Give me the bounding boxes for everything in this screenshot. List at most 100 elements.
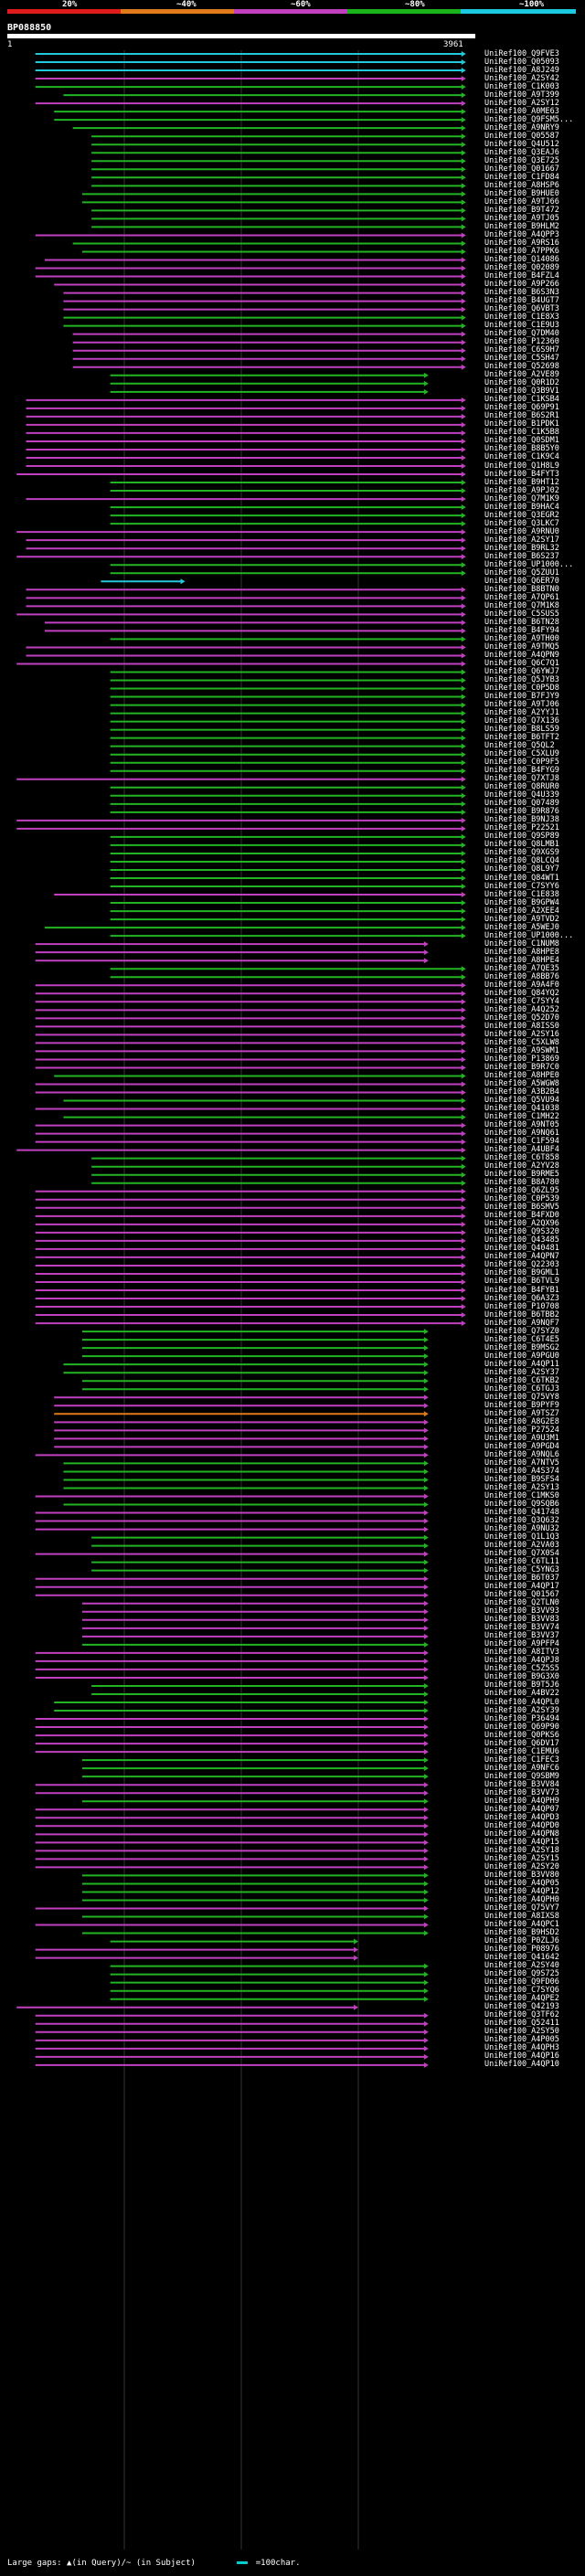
hit-label[interactable]: UniRef100_Q0SDM1 [484,436,559,446]
hit-label[interactable]: UniRef100_A9TJ66 [484,196,559,207]
hit-label[interactable]: UniRef100_C5YNG3 [484,1565,559,1575]
hit-label[interactable]: UniRef100_B9MSG2 [484,1342,559,1352]
hit-label[interactable]: UniRef100_A8IXS8 [484,1912,559,1922]
hit-label[interactable]: UniRef100_A9NFC6 [484,1763,559,1773]
hit-label[interactable]: UniRef100_A2SY20 [484,1861,559,1871]
hit-label[interactable]: UniRef100_A9RNU0 [484,526,559,536]
hit-label[interactable]: UniRef100_A9TMQ5 [484,641,559,652]
hit-label[interactable]: UniRef100_P10708 [484,1301,559,1311]
hit-label[interactable]: UniRef100_Q9FD06 [484,1977,559,1988]
hit-label[interactable]: UniRef100_C1K9C4 [484,452,559,462]
hit-label[interactable]: UniRef100_B9GML1 [484,1268,559,1278]
hit-label[interactable]: UniRef100_C1K5B8 [484,428,559,438]
hit-label[interactable]: UniRef100_Q75VY8 [484,1392,559,1402]
hit-label[interactable]: UniRef100_B9SFS4 [484,1474,559,1484]
hit-label[interactable]: UniRef100_A4QPH3 [484,2043,559,2053]
hit-label[interactable]: UniRef100_A4P005 [484,2035,559,2045]
hit-label[interactable]: UniRef100_C1EMU6 [484,1746,559,1756]
hit-label[interactable]: UniRef100_A2VE89 [484,370,559,380]
hit-label[interactable]: UniRef100_Q6C7Q1 [484,658,559,668]
hit-label[interactable]: UniRef100_A9TJ06 [484,700,559,710]
hit-label[interactable]: UniRef100_B8LS59 [484,725,559,735]
hit-label[interactable]: UniRef100_A8HPE8 [484,947,559,957]
hit-label[interactable]: UniRef100_A2SY40 [484,1961,559,1971]
hit-label[interactable]: UniRef100_B9R876 [484,807,559,817]
hit-label[interactable]: UniRef100_Q3B9V1 [484,387,559,397]
hit-label[interactable]: UniRef100_Q6A3Z3 [484,1293,559,1303]
hit-label[interactable]: UniRef100_P13869 [484,1054,559,1064]
hit-label[interactable]: UniRef100_UP1000... [484,559,574,569]
hit-label[interactable]: UniRef100_B3VV83 [484,1615,559,1625]
hit-label[interactable]: UniRef100_A4QP17 [484,1582,559,1592]
hit-label[interactable]: UniRef100_B6S2R1 [484,411,559,421]
hit-label[interactable]: UniRef100_Q40481 [484,1244,559,1254]
hit-label[interactable]: UniRef100_C6T4E5 [484,1334,559,1344]
hit-label[interactable]: UniRef100_A4QPN9 [484,650,559,660]
hit-label[interactable]: UniRef100_B9PYF9 [484,1400,559,1410]
hit-label[interactable]: UniRef100_A4QP07 [484,1804,559,1814]
hit-label[interactable]: UniRef100_A4QP12 [484,1886,559,1896]
hit-label[interactable]: UniRef100_A9PGU0 [484,1351,559,1361]
hit-label[interactable]: UniRef100_B3VV37 [484,1631,559,1641]
hit-label[interactable]: UniRef100_Q4U512 [484,139,559,149]
hit-label[interactable]: UniRef100_Q5VU94 [484,1096,559,1106]
hit-label[interactable]: UniRef100_A4QP10 [484,2060,559,2070]
hit-label[interactable]: UniRef100_C5XLW8 [484,1037,559,1047]
hit-label[interactable]: UniRef100_Q7XTJ8 [484,774,559,784]
hit-label[interactable]: UniRef100_A9PGD4 [484,1441,559,1451]
hit-label[interactable]: UniRef100_A9P266 [484,280,559,290]
hit-label[interactable]: UniRef100_B9HSD2 [484,1928,559,1938]
hit-label[interactable]: UniRef100_A3B2B4 [484,1087,559,1097]
hit-label[interactable]: UniRef100_Q9FSM5... [484,114,574,124]
hit-label[interactable]: UniRef100_C5SH47 [484,354,559,364]
hit-label[interactable]: UniRef100_A4QPC1 [484,1920,559,1930]
hit-label[interactable]: UniRef100_A9PJ02 [484,485,559,495]
hit-label[interactable]: UniRef100_A9NT05 [484,1120,559,1130]
hit-label[interactable]: UniRef100_B4FYT3 [484,469,559,479]
hit-label[interactable]: UniRef100_A2YYJ1 [484,708,559,718]
hit-label[interactable]: UniRef100_C1FD84 [484,172,559,182]
hit-label[interactable]: UniRef100_A7PPK6 [484,246,559,256]
hit-label[interactable]: UniRef100_A2SY37 [484,1367,559,1377]
hit-label[interactable]: UniRef100_A4QP11 [484,1359,559,1369]
hit-label[interactable]: UniRef100_A2SY15 [484,1853,559,1863]
hit-label[interactable]: UniRef100_A5WGW8 [484,1079,559,1088]
hit-label[interactable]: UniRef100_A4QP16 [484,2051,559,2062]
hit-label[interactable]: UniRef100_B6SMV5 [484,1203,559,1213]
hit-label[interactable]: UniRef100_C0P9F5 [484,758,559,768]
hit-label[interactable]: UniRef100_A9TSZ7 [484,1408,559,1418]
hit-label[interactable]: UniRef100_Q5QL2 [484,741,555,751]
hit-label[interactable]: UniRef100_B9T472 [484,205,559,215]
hit-label[interactable]: UniRef100_Q1H8L9 [484,461,559,471]
hit-label[interactable]: UniRef100_A4UBF4 [484,1145,559,1155]
hit-label[interactable]: UniRef100_A4QPJ8 [484,1656,559,1666]
hit-label[interactable]: UniRef100_B8BTN0 [484,584,559,594]
hit-label[interactable]: UniRef100_Q84YQ2 [484,988,559,998]
hit-label[interactable]: UniRef100_Q6ER70 [484,576,559,586]
hit-label[interactable]: UniRef100_A2QX96 [484,1219,559,1229]
hit-label[interactable]: UniRef100_Q3EGR2 [484,510,559,520]
hit-label[interactable]: UniRef100_B8B5Y0 [484,444,559,454]
hit-label[interactable]: UniRef100_C0P539 [484,1194,559,1204]
hit-label[interactable]: UniRef100_Q7SYZ0 [484,1326,559,1336]
hit-label[interactable]: UniRef100_B4FXD0 [484,1211,559,1221]
hit-label[interactable]: UniRef100_A2SY12 [484,98,559,108]
hit-label[interactable]: UniRef100_Q7X0S4 [484,1549,559,1559]
hit-label[interactable]: UniRef100_B3VV84 [484,1779,559,1789]
hit-label[interactable]: UniRef100_A4QPD0 [484,1820,559,1830]
hit-label[interactable]: UniRef100_A7QP61 [484,592,559,602]
hit-label[interactable]: UniRef100_A2SY42 [484,73,559,83]
hit-label[interactable]: UniRef100_C1E8X3 [484,313,559,323]
hit-label[interactable]: UniRef100_A8BB76 [484,971,559,981]
hit-label[interactable]: UniRef100_Q52411 [484,2019,559,2029]
hit-label[interactable]: UniRef100_B9HUE0 [484,188,559,198]
hit-label[interactable]: UniRef100_B9NJ38 [484,815,559,825]
hit-label[interactable]: UniRef100_Q9S725 [484,1969,559,1979]
hit-label[interactable]: UniRef100_Q9SBM9 [484,1771,559,1781]
hit-label[interactable]: UniRef100_C5SUS5 [484,609,559,619]
hit-label[interactable]: UniRef100_Q14086 [484,255,559,264]
hit-label[interactable]: UniRef100_A8HPE4 [484,955,559,965]
hit-label[interactable]: UniRef100_Q3LKC7 [484,518,559,528]
hit-label[interactable]: UniRef100_B6S237 [484,551,559,561]
hit-label[interactable]: UniRef100_C6T858 [484,1153,559,1163]
